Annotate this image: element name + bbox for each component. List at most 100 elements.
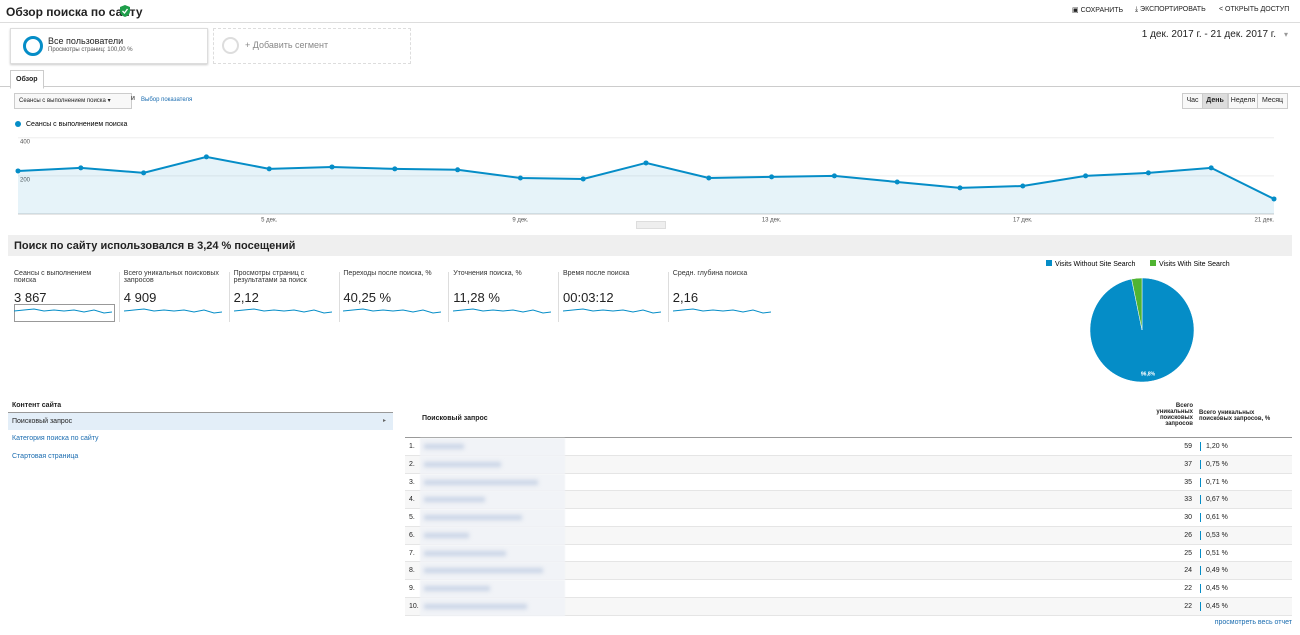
- summary-band: [8, 235, 1292, 256]
- content-item[interactable]: Стартовая страница: [12, 453, 79, 460]
- metric-divider: [668, 272, 669, 322]
- content-item[interactable]: Категория поиска по сайту: [12, 435, 99, 442]
- metric-selected: Сеансы с выполнением поиска: [19, 98, 106, 104]
- blurred-text: [424, 603, 527, 609]
- export-button[interactable]: ⤓ ЭКСПОРТИРОВАТЬ: [1135, 6, 1206, 13]
- row-rank: 10.: [409, 602, 419, 610]
- table-row: [405, 509, 1292, 527]
- metric-value: 3 867: [14, 290, 47, 305]
- x-tick-label: 21 дек.: [1255, 218, 1275, 224]
- row-count: 24: [1184, 567, 1192, 575]
- metric-selected-box: [14, 304, 115, 322]
- row-percent: 0,45 %: [1206, 585, 1228, 592]
- full-report-link[interactable]: просмотреть весь отчет: [1214, 619, 1292, 626]
- row-bar: [1200, 477, 1201, 487]
- content-selected: [8, 413, 393, 430]
- legend-label: Visits With Site Search: [1159, 261, 1230, 268]
- table-row: [405, 455, 1292, 474]
- row-percent: 0,45 %: [1206, 602, 1228, 610]
- save-label: СОХРАНИТЬ: [1080, 7, 1124, 14]
- metric-value: 2,16: [672, 290, 699, 305]
- row-count: 35: [1184, 478, 1192, 486]
- add-segment[interactable]: [213, 28, 411, 64]
- date-caret: ▾: [1283, 30, 1288, 39]
- metric-label: Всего уникальных поисковых запросов: [123, 270, 219, 284]
- row-rank: 4.: [409, 496, 415, 504]
- line-chart: Сеансы с выполнением поиска 200 400 5 дек. 9…: [15, 121, 1277, 224]
- blurred-query: [420, 438, 565, 456]
- metric-label: Средн. глубина поиска: [672, 270, 748, 277]
- row-bar: [1200, 530, 1201, 540]
- row-count: 26: [1184, 531, 1192, 539]
- row-count: 25: [1184, 549, 1192, 557]
- table-row: [405, 580, 1292, 598]
- blurred-text: [424, 479, 538, 485]
- point: [329, 164, 335, 170]
- row-count: 33: [1184, 496, 1192, 504]
- segment-card[interactable]: [10, 28, 208, 64]
- metric-label: Время после поиска: [563, 270, 630, 277]
- share-button[interactable]: < ОТКРЫТЬ ДОСТУП: [1219, 6, 1290, 13]
- row-count: 22: [1184, 585, 1192, 592]
- choose-metric[interactable]: Выбор показателя: [141, 97, 193, 103]
- verified-icon: [120, 5, 130, 17]
- month-button[interactable]: Месяц: [1257, 93, 1288, 109]
- row-rank: 3.: [409, 478, 415, 486]
- y-tick-label: 200: [20, 177, 31, 183]
- sparkline: [233, 308, 332, 314]
- top-bar: [0, 0, 1300, 23]
- export-label: ЭКСПОРТИРОВАТЬ: [1140, 6, 1206, 13]
- table-row: [405, 438, 1292, 456]
- page-title: Обзор поиска по сайту: [6, 5, 143, 19]
- sparkline-path: [233, 308, 332, 314]
- metric-label: Сеансы с выполнением поиска: [14, 270, 92, 284]
- row-percent: 0,71 %: [1206, 478, 1228, 486]
- row-rank: 7.: [409, 549, 415, 557]
- content-item[interactable]: Поисковый запрос: [12, 418, 73, 425]
- summary-text: Поиск по сайту использовался в 3,24 % по…: [14, 240, 296, 252]
- table-row: [405, 562, 1292, 580]
- save-button[interactable]: ▣ СОХРАНИТЬ: [1072, 7, 1124, 14]
- sparkline: [343, 308, 442, 314]
- row-count: 37: [1184, 460, 1192, 468]
- date-range[interactable]: 1 дек. 2017 г. - 21 дек. 2017 г.: [1141, 29, 1276, 40]
- content-line: [8, 412, 393, 413]
- segment-name: Все пользователи: [48, 36, 124, 46]
- point: [1145, 170, 1151, 176]
- blurred-text: [424, 497, 485, 503]
- point: [643, 160, 649, 166]
- row-count: 22: [1184, 602, 1192, 610]
- row-bar: [1200, 601, 1201, 611]
- row-percent: 0,75 %: [1206, 460, 1228, 468]
- table-row: [405, 526, 1292, 545]
- tab-line: [0, 86, 1300, 87]
- pie-chart: Visits Without Site Search Visits With Si…: [1046, 260, 1230, 383]
- blurred-query: [420, 491, 565, 509]
- tab[interactable]: Обзор: [10, 70, 44, 89]
- header-line: [405, 437, 1292, 438]
- sparkline-path: [563, 308, 661, 314]
- point: [141, 170, 147, 176]
- row-bar: [1200, 495, 1201, 505]
- row-bar: [1200, 442, 1201, 451]
- point: [203, 154, 209, 160]
- row-count: 59: [1184, 443, 1192, 450]
- hour-button[interactable]: Час: [1182, 93, 1203, 109]
- sparkline-path: [14, 308, 112, 314]
- sparkline: [14, 308, 112, 314]
- day-button[interactable]: День: [1202, 93, 1228, 109]
- legend-swatch: [1150, 260, 1156, 266]
- week-button[interactable]: Неделя: [1228, 93, 1258, 109]
- point: [831, 173, 837, 179]
- metric-dropdown[interactable]: Сеансы с выполнением поиска ▾: [14, 93, 132, 109]
- sparkline: [123, 308, 222, 314]
- blurred-query: [420, 526, 565, 545]
- scroll-handle[interactable]: [636, 221, 666, 229]
- point: [392, 166, 398, 172]
- segment-ring: [23, 36, 43, 56]
- point: [455, 167, 461, 173]
- row-percent: 0,51 %: [1206, 549, 1228, 557]
- row-rank: 6.: [409, 531, 415, 539]
- point: [1208, 165, 1214, 171]
